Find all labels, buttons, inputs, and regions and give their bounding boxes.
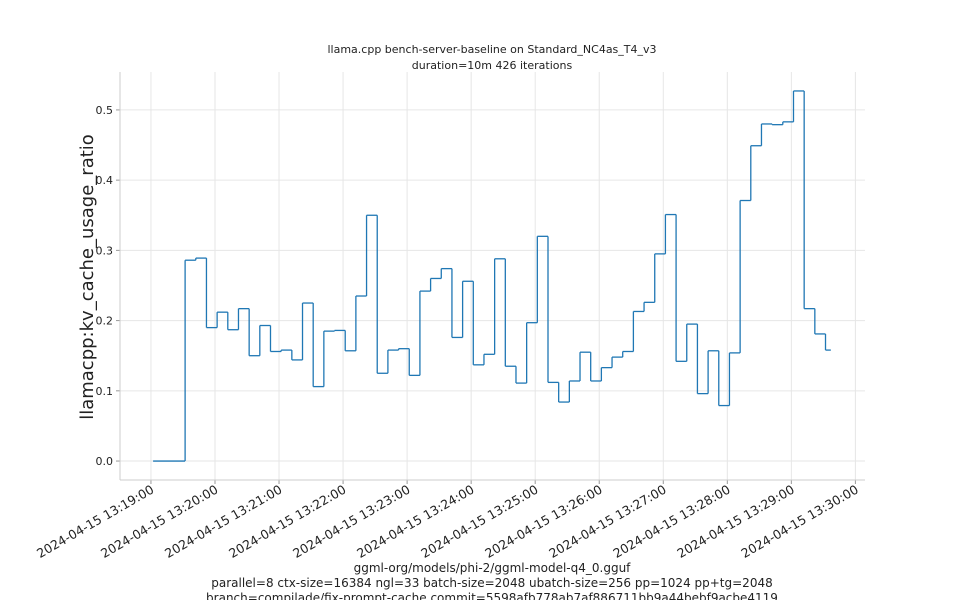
x-tick-label: 2024-04-15 13:29:00: [674, 482, 797, 561]
x-tick-label: 2024-04-15 13:22:00: [226, 482, 349, 561]
x-tick-label: 2024-04-15 13:20:00: [98, 482, 221, 561]
y-tick-label: 0.0: [96, 455, 114, 468]
y-tick-label: 0.3: [96, 244, 114, 257]
x-tick-label: 2024-04-15 13:19:00: [34, 482, 157, 561]
x-tick-label: 2024-04-15 13:23:00: [290, 482, 413, 561]
x-tick-label: 2024-04-15 13:26:00: [482, 482, 605, 561]
x-axis-label: branch=compilade/fix-prompt-cache commit…: [206, 591, 778, 600]
x-tick-label: 2024-04-15 13:28:00: [610, 482, 733, 561]
x-tick-label: 2024-04-15 13:24:00: [354, 482, 477, 561]
x-tick-label: 2024-04-15 13:21:00: [162, 482, 285, 561]
x-tick-label: 2024-04-15 13:27:00: [546, 482, 669, 561]
y-tick-label: 0.2: [96, 315, 114, 328]
chart-subtitle: duration=10m 426 iterations: [412, 59, 573, 72]
y-tick-label: 0.1: [96, 385, 114, 398]
x-axis-label: parallel=8 ctx-size=16384 ngl=33 batch-s…: [211, 576, 772, 590]
y-tick-label: 0.5: [96, 104, 114, 117]
x-tick-label: 2024-04-15 13:25:00: [418, 482, 541, 561]
chart-title: llama.cpp bench-server-baseline on Stand…: [327, 43, 656, 56]
x-tick-label: 2024-04-15 13:30:00: [738, 482, 861, 561]
y-axis-label: llamacpp:kv_cache_usage_ratio: [77, 134, 98, 420]
x-axis-label: ggml-org/models/phi-2/ggml-model-q4_0.gg…: [354, 561, 632, 575]
y-tick-label: 0.4: [96, 174, 114, 187]
